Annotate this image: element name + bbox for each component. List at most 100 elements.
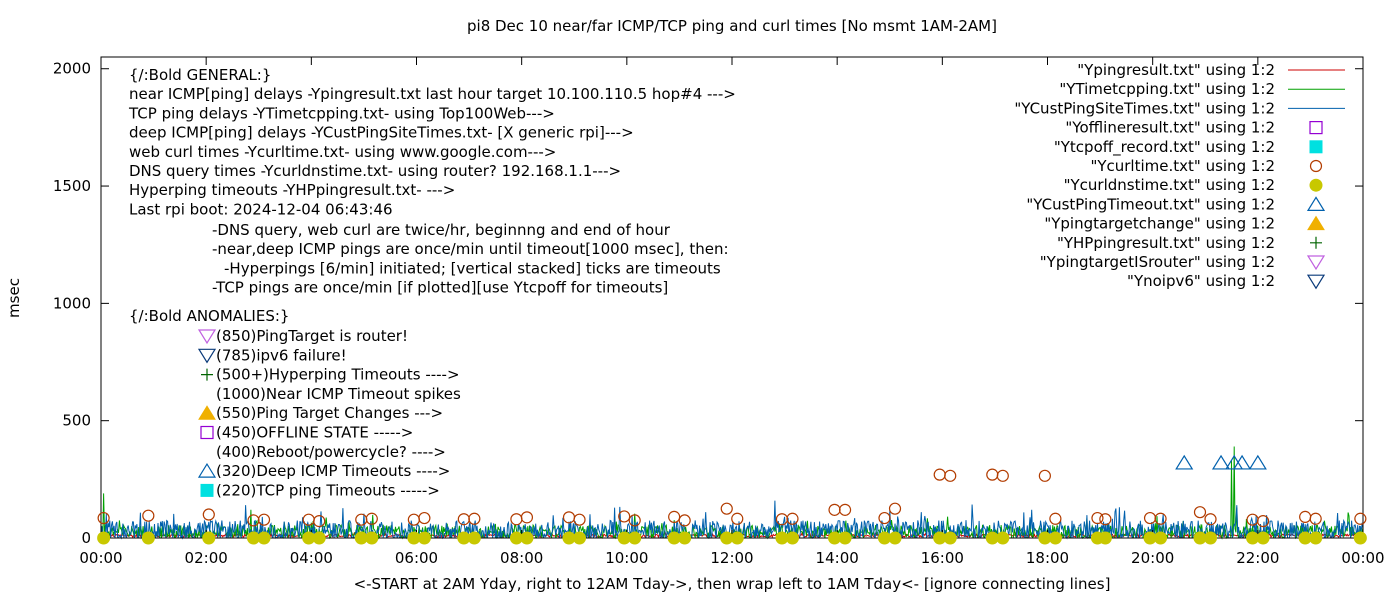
x-tick-label: 00:00 — [79, 549, 122, 567]
data-point-1 — [996, 531, 1010, 545]
legend: "Ypingresult.txt" using 1:2"YTimetcpping… — [1014, 61, 1345, 290]
legend-label: "Ynoipv6" using 1:2 — [1127, 272, 1275, 290]
data-point-2 — [1175, 454, 1194, 470]
y-tick-label: 500 — [62, 412, 91, 430]
data-point-0 — [562, 511, 576, 524]
annotation-general-line: DNS query times -Ycurldnstime.txt- using… — [129, 162, 621, 180]
data-point-0 — [302, 513, 315, 526]
annotation-general-line: Last rpi boot: 2024-12-04 06:43:46 — [129, 200, 393, 218]
data-point-0 — [996, 469, 1009, 482]
data-point-1 — [97, 531, 111, 545]
data-point-0 — [628, 514, 641, 527]
data-point-1 — [1309, 531, 1323, 545]
x-tick-label: 10:00 — [605, 549, 648, 567]
legend-swatch — [1309, 178, 1323, 192]
legend-label: "Ycurltime.txt" using 1:2 — [1090, 157, 1275, 175]
annotation-general-line: web curl times -Ycurltime.txt- using www… — [129, 143, 556, 161]
annotation-anomaly-marker — [198, 405, 216, 420]
annotation-anomaly-line: (850)PingTarget is router! — [216, 327, 408, 345]
legend-swatch — [1307, 215, 1325, 231]
data-point-1 — [365, 531, 379, 545]
data-point-1 — [628, 531, 642, 545]
annotation-anomaly-marker — [200, 483, 214, 497]
data-point-0 — [573, 513, 586, 526]
data-point-0 — [1309, 512, 1322, 525]
data-point-0 — [1354, 512, 1367, 525]
data-point-0 — [407, 513, 420, 526]
data-point-1 — [943, 531, 957, 545]
legend-label: "YCustPingSiteTimes.txt" using 1:2 — [1014, 99, 1275, 117]
annotation-note-line: -DNS query, web curl are twice/hr, begin… — [212, 221, 671, 239]
annotation-general-line: deep ICMP[ping] delays -YCustPingSiteTim… — [129, 124, 634, 142]
annotation-anomaly-marker — [201, 368, 213, 381]
data-point-0 — [468, 512, 481, 525]
data-point-2 — [1248, 454, 1267, 470]
data-point-1 — [312, 531, 326, 545]
annotation-note-line: -TCP pings are once/min [if plotted][use… — [212, 279, 668, 297]
data-point-0 — [986, 468, 999, 481]
data-point-2 — [1211, 454, 1231, 470]
data-point-0 — [1299, 510, 1312, 523]
data-point-1 — [202, 531, 216, 545]
legend-swatch — [1310, 236, 1322, 249]
annotation-anomaly-marker — [197, 329, 217, 345]
x-tick-label: 20:00 — [1131, 549, 1174, 567]
annotation-anomaly-line: (1000)Near ICMP Timeout spikes — [216, 385, 461, 403]
data-point-0 — [313, 515, 326, 528]
y-axis-label: msec — [5, 278, 23, 318]
legend-swatch — [1309, 120, 1323, 135]
data-point-0 — [618, 510, 631, 523]
legend-label: "Ytcpoff_record.txt" using 1:2 — [1054, 138, 1275, 157]
annotation-anomaly-marker — [200, 425, 214, 440]
data-point-0 — [933, 468, 946, 481]
data-point-0 — [1038, 469, 1051, 482]
x-tick-label: 04:00 — [290, 549, 333, 567]
x-tick-label: 18:00 — [1026, 549, 1069, 567]
x-axis-label: <-START at 2AM Yday, right to 12AM Tday-… — [354, 575, 1111, 593]
y-tick-label: 2000 — [53, 60, 91, 78]
data-point-1 — [1098, 531, 1112, 545]
annotation-anomaly-marker — [197, 462, 217, 478]
annotations: {/:Bold GENERAL:}near ICMP[ping] delays … — [128, 66, 736, 499]
data-point-0 — [257, 513, 271, 526]
data-point-0 — [1049, 512, 1062, 525]
data-point-0 — [1091, 511, 1104, 525]
annotation-anomaly-line: (450)OFFLINE STATE -----> — [216, 424, 413, 442]
legend-label: "Ypingresult.txt" using 1:2 — [1077, 61, 1275, 79]
data-point-0 — [838, 503, 852, 516]
legend-label: "Ypingtargetchange" using 1:2 — [1044, 215, 1275, 233]
annotation-general-line: near ICMP[ping] delays -Ypingresult.txt … — [129, 85, 736, 103]
annotation-anomaly-line: (400)Reboot/powercycle? ----> — [216, 443, 446, 461]
x-tick-label: 12:00 — [710, 549, 753, 567]
series-points — [97, 454, 1367, 545]
x-tick-label: 22:00 — [1236, 549, 1279, 567]
x-tick-label: 00:00 — [1341, 549, 1384, 567]
data-point-0 — [668, 510, 681, 523]
annotation-anomaly-line: (320)Deep ICMP Timeouts ----> — [216, 462, 450, 480]
data-point-0 — [142, 509, 155, 522]
data-point-1 — [1353, 531, 1367, 545]
data-point-0 — [1154, 512, 1167, 525]
data-point-2 — [1232, 454, 1252, 470]
chart-title: pi8 Dec 10 near/far ICMP/TCP ping and cu… — [467, 17, 997, 35]
data-point-1 — [1256, 531, 1270, 545]
data-point-1 — [1204, 531, 1218, 545]
data-point-1 — [730, 531, 744, 545]
data-point-0 — [510, 513, 523, 526]
data-point-0 — [828, 503, 841, 516]
legend-swatch — [1306, 255, 1326, 271]
data-point-0 — [97, 511, 110, 525]
legend-swatch — [1309, 159, 1323, 173]
data-point-1 — [417, 531, 431, 545]
data-point-0 — [355, 513, 368, 526]
x-tick-label: 08:00 — [500, 549, 543, 567]
data-point-1 — [467, 531, 481, 545]
data-point-1 — [888, 531, 902, 545]
data-point-0 — [202, 508, 215, 521]
y-ticks: 0 500 1000 1500 2000 — [53, 60, 1363, 547]
data-point-1 — [838, 531, 852, 545]
annotation-anomaly-line: (500+)Hyperping Timeouts ----> — [216, 366, 460, 384]
annotation-anomaly-line: (550)Ping Target Changes ---> — [216, 404, 443, 422]
data-point-0 — [786, 512, 799, 525]
